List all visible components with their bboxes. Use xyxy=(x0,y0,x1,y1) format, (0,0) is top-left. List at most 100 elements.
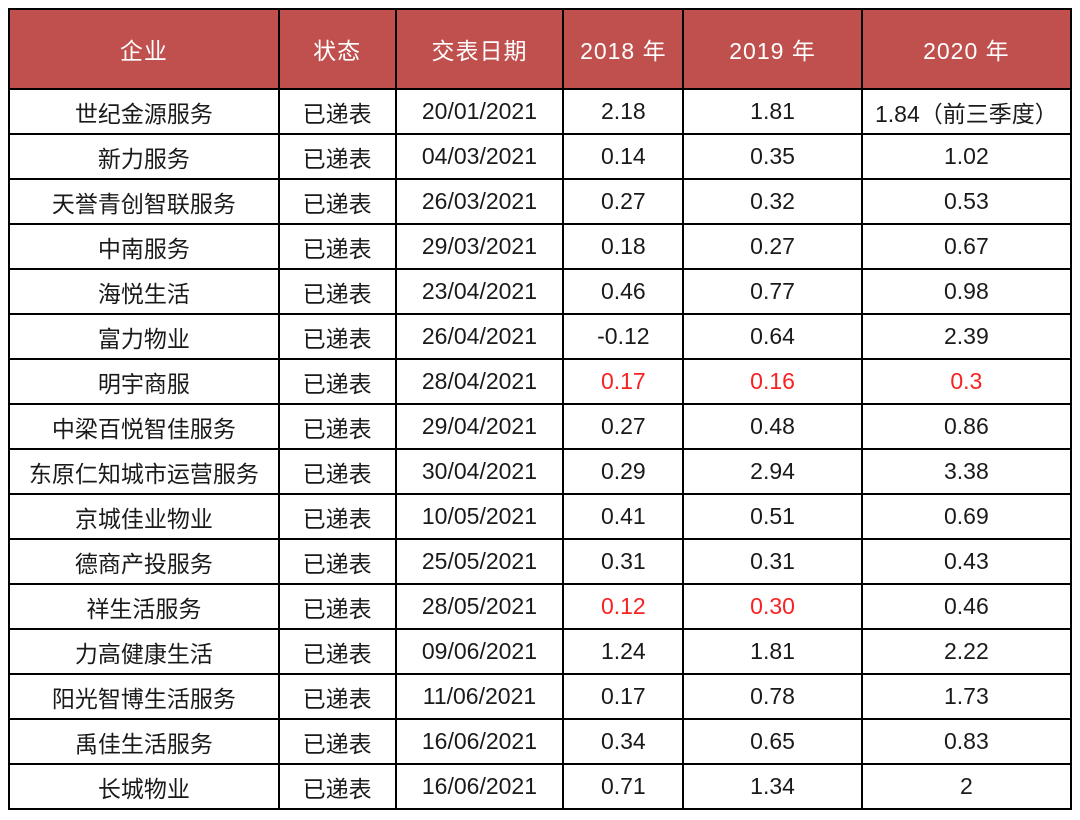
table-row: 德商产投服务 已递表 25/05/2021 0.31 0.31 0.43 xyxy=(8,538,1073,585)
value-2018-cell: 0.17 xyxy=(562,673,685,720)
filing-date-cell: 20/01/2021 xyxy=(394,88,565,135)
company-cell: 海悦生活 xyxy=(8,268,280,315)
status-cell: 已递表 xyxy=(277,763,397,810)
table-row: 新力服务 已递表 04/03/2021 0.14 0.35 1.02 xyxy=(8,133,1073,180)
company-cell: 中梁百悦智佳服务 xyxy=(8,403,280,450)
value-2019-cell: 0.30 xyxy=(682,583,863,630)
column-header-2018: 2018 年 xyxy=(562,8,685,90)
filing-date-cell: 26/04/2021 xyxy=(394,313,565,360)
filing-date-cell: 23/04/2021 xyxy=(394,268,565,315)
company-cell: 东原仁知城市运营服务 xyxy=(8,448,280,495)
column-header-company: 企业 xyxy=(8,8,280,90)
filing-date-cell: 26/03/2021 xyxy=(394,178,565,225)
value-2020-cell: 2.39 xyxy=(860,313,1073,360)
filing-date-cell: 04/03/2021 xyxy=(394,133,565,180)
value-2018-cell: 0.27 xyxy=(562,178,685,225)
value-2020-cell: 0.83 xyxy=(860,718,1073,765)
value-2019-cell: 0.16 xyxy=(682,358,863,405)
table-row: 力高健康生活 已递表 09/06/2021 1.24 1.81 2.22 xyxy=(8,628,1073,675)
status-cell: 已递表 xyxy=(277,88,397,135)
status-cell: 已递表 xyxy=(277,268,397,315)
value-2019-cell: 0.64 xyxy=(682,313,863,360)
value-2020-cell: 2.22 xyxy=(860,628,1073,675)
value-2018-cell: 1.24 xyxy=(562,628,685,675)
value-2020-cell: 1.84（前三季度） xyxy=(860,88,1073,135)
value-2018-cell: 0.27 xyxy=(562,403,685,450)
value-2018-cell: 0.17 xyxy=(562,358,685,405)
table-header: 企业 状态 交表日期 2018 年 2019 年 2020 年 xyxy=(8,8,1073,90)
company-cell: 阳光智博生活服务 xyxy=(8,673,280,720)
filing-date-cell: 16/06/2021 xyxy=(394,718,565,765)
status-cell: 已递表 xyxy=(277,313,397,360)
value-2018-cell: 0.29 xyxy=(562,448,685,495)
status-cell: 已递表 xyxy=(277,223,397,270)
column-header-2020: 2020 年 xyxy=(860,8,1073,90)
table-row: 世纪金源服务 已递表 20/01/2021 2.18 1.81 1.84（前三季度） xyxy=(8,88,1073,135)
company-cell: 新力服务 xyxy=(8,133,280,180)
filing-date-cell: 10/05/2021 xyxy=(394,493,565,540)
value-2020-cell: 0.3 xyxy=(860,358,1073,405)
status-cell: 已递表 xyxy=(277,358,397,405)
status-cell: 已递表 xyxy=(277,538,397,585)
column-header-2019: 2019 年 xyxy=(682,8,863,90)
status-cell: 已递表 xyxy=(277,133,397,180)
value-2018-cell: 0.46 xyxy=(562,268,685,315)
company-cell: 德商产投服务 xyxy=(8,538,280,585)
value-2020-cell: 0.53 xyxy=(860,178,1073,225)
table-row: 东原仁知城市运营服务 已递表 30/04/2021 0.29 2.94 3.38 xyxy=(8,448,1073,495)
table-body: 世纪金源服务 已递表 20/01/2021 2.18 1.81 1.84（前三季度） 新力服… xyxy=(8,88,1073,810)
table-row: 富力物业 已递表 26/04/2021 -0.12 0.64 2.39 xyxy=(8,313,1073,360)
column-header-filing-date: 交表日期 xyxy=(394,8,565,90)
company-cell: 京城佳业物业 xyxy=(8,493,280,540)
filing-date-cell: 25/05/2021 xyxy=(394,538,565,585)
value-2020-cell: 2 xyxy=(860,763,1073,810)
company-cell: 天誉青创智联服务 xyxy=(8,178,280,225)
value-2019-cell: 0.31 xyxy=(682,538,863,585)
value-2019-cell: 0.65 xyxy=(682,718,863,765)
value-2019-cell: 0.51 xyxy=(682,493,863,540)
filing-date-cell: 28/05/2021 xyxy=(394,583,565,630)
value-2018-cell: 0.71 xyxy=(562,763,685,810)
value-2020-cell: 0.98 xyxy=(860,268,1073,315)
company-cell: 祥生活服务 xyxy=(8,583,280,630)
value-2019-cell: 0.48 xyxy=(682,403,863,450)
value-2020-cell: 0.69 xyxy=(860,493,1073,540)
value-2019-cell: 0.32 xyxy=(682,178,863,225)
company-cell: 富力物业 xyxy=(8,313,280,360)
value-2020-cell: 0.86 xyxy=(860,403,1073,450)
company-cell: 世纪金源服务 xyxy=(8,88,280,135)
status-cell: 已递表 xyxy=(277,178,397,225)
value-2018-cell: 0.31 xyxy=(562,538,685,585)
value-2019-cell: 0.35 xyxy=(682,133,863,180)
company-cell: 长城物业 xyxy=(8,763,280,810)
value-2019-cell: 0.78 xyxy=(682,673,863,720)
status-cell: 已递表 xyxy=(277,493,397,540)
table-row: 阳光智博生活服务 已递表 11/06/2021 0.17 0.78 1.73 xyxy=(8,673,1073,720)
value-2019-cell: 1.81 xyxy=(682,628,863,675)
value-2018-cell: 2.18 xyxy=(562,88,685,135)
company-cell: 明宇商服 xyxy=(8,358,280,405)
header-row: 企业 状态 交表日期 2018 年 2019 年 2020 年 xyxy=(8,8,1073,90)
table-row: 祥生活服务 已递表 28/05/2021 0.12 0.30 0.46 xyxy=(8,583,1073,630)
value-2018-cell: 0.12 xyxy=(562,583,685,630)
table-row: 海悦生活 已递表 23/04/2021 0.46 0.77 0.98 xyxy=(8,268,1073,315)
table-row: 中梁百悦智佳服务 已递表 29/04/2021 0.27 0.48 0.86 xyxy=(8,403,1073,450)
table-row: 长城物业 已递表 16/06/2021 0.71 1.34 2 xyxy=(8,763,1073,810)
status-cell: 已递表 xyxy=(277,583,397,630)
status-cell: 已递表 xyxy=(277,628,397,675)
value-2020-cell: 1.02 xyxy=(860,133,1073,180)
value-2018-cell: 0.34 xyxy=(562,718,685,765)
status-cell: 已递表 xyxy=(277,673,397,720)
filing-date-cell: 29/03/2021 xyxy=(394,223,565,270)
table-row: 中南服务 已递表 29/03/2021 0.18 0.27 0.67 xyxy=(8,223,1073,270)
value-2019-cell: 0.77 xyxy=(682,268,863,315)
value-2020-cell: 0.67 xyxy=(860,223,1073,270)
filing-date-cell: 11/06/2021 xyxy=(394,673,565,720)
column-header-status: 状态 xyxy=(277,8,397,90)
filing-date-cell: 29/04/2021 xyxy=(394,403,565,450)
value-2019-cell: 1.34 xyxy=(682,763,863,810)
value-2020-cell: 0.46 xyxy=(860,583,1073,630)
table-row: 禹佳生活服务 已递表 16/06/2021 0.34 0.65 0.83 xyxy=(8,718,1073,765)
value-2020-cell: 0.43 xyxy=(860,538,1073,585)
